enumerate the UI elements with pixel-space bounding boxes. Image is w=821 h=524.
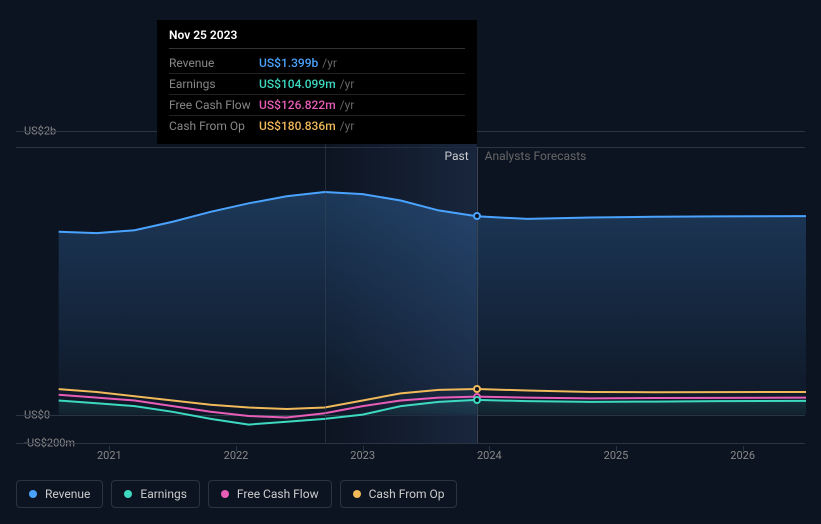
legend-label: Cash From Op bbox=[369, 487, 445, 501]
legend-dot-icon bbox=[353, 490, 361, 498]
x-axis: 202120222023202420252026 bbox=[46, 449, 806, 469]
chart-legend: Revenue Earnings Free Cash Flow Cash From O… bbox=[16, 480, 457, 508]
tooltip-value: US$1.399b bbox=[259, 56, 318, 70]
tooltip-unit: /yr bbox=[340, 119, 355, 133]
chart-marker bbox=[473, 212, 481, 220]
legend-dot-icon bbox=[29, 490, 37, 498]
label-forecast: Analysts Forecasts bbox=[477, 149, 587, 163]
label-past: Past bbox=[417, 149, 477, 163]
tooltip-row: Free Cash FlowUS$126.822m/yr bbox=[169, 95, 465, 116]
tooltip-row: RevenueUS$1.399b/yr bbox=[169, 53, 465, 74]
chart-plot-area[interactable] bbox=[46, 131, 806, 443]
x-tick-mark bbox=[743, 446, 744, 451]
tooltip-date: Nov 25 2023 bbox=[169, 28, 465, 49]
x-tick-mark bbox=[363, 446, 364, 451]
grid-line bbox=[16, 443, 805, 444]
tooltip-label: Earnings bbox=[169, 77, 259, 91]
chart-tooltip: Nov 25 2023 RevenueUS$1.399b/yrEarningsU… bbox=[157, 20, 477, 144]
tooltip-value: US$180.836m bbox=[259, 119, 336, 133]
legend-item[interactable]: Revenue bbox=[16, 480, 103, 508]
series-area bbox=[59, 192, 806, 415]
tooltip-row: Cash From OpUS$180.836m/yr bbox=[169, 116, 465, 136]
tooltip-value: US$104.099m bbox=[259, 77, 336, 91]
x-tick-mark bbox=[489, 446, 490, 451]
legend-item[interactable]: Cash From Op bbox=[340, 480, 458, 508]
x-tick-mark bbox=[109, 446, 110, 451]
tooltip-label: Revenue bbox=[169, 56, 259, 70]
tooltip-value: US$126.822m bbox=[259, 98, 336, 112]
legend-label: Free Cash Flow bbox=[237, 487, 319, 501]
chart-container: Nov 25 2023 RevenueUS$1.399b/yrEarningsU… bbox=[16, 0, 805, 516]
tooltip-label: Free Cash Flow bbox=[169, 98, 259, 112]
legend-item[interactable]: Free Cash Flow bbox=[208, 480, 332, 508]
tooltip-unit: /yr bbox=[322, 56, 337, 70]
legend-label: Earnings bbox=[140, 487, 187, 501]
x-tick-mark bbox=[616, 446, 617, 451]
tooltip-label: Cash From Op bbox=[169, 119, 259, 133]
past-divider-line bbox=[325, 131, 326, 443]
chart-marker bbox=[473, 396, 481, 404]
period-labels: Past Analysts Forecasts bbox=[417, 149, 587, 163]
legend-dot-icon bbox=[221, 490, 229, 498]
tooltip-unit: /yr bbox=[340, 77, 355, 91]
legend-dot-icon bbox=[124, 490, 132, 498]
tooltip-row: EarningsUS$104.099m/yr bbox=[169, 74, 465, 95]
legend-item[interactable]: Earnings bbox=[111, 480, 200, 508]
legend-label: Revenue bbox=[45, 487, 90, 501]
x-tick-mark bbox=[236, 446, 237, 451]
tooltip-unit: /yr bbox=[340, 98, 355, 112]
